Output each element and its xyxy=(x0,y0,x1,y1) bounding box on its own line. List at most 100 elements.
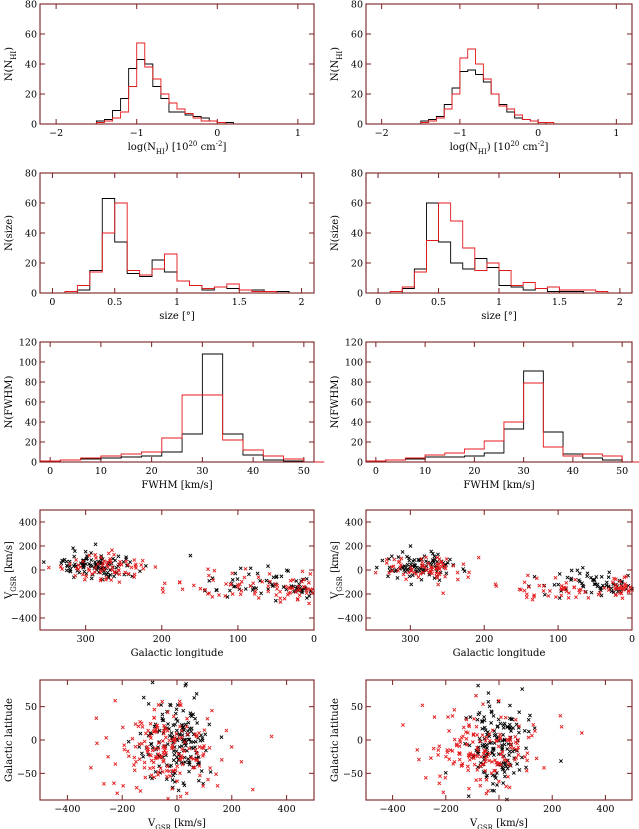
red-point xyxy=(452,707,457,712)
black-point xyxy=(138,731,143,736)
black-point xyxy=(202,588,207,593)
red-histogram xyxy=(365,382,639,463)
red-point xyxy=(93,570,97,575)
x-tick-label: 20 xyxy=(468,466,480,477)
red-point xyxy=(419,556,424,561)
x-tick-label: 10 xyxy=(95,466,107,477)
red-point xyxy=(418,571,423,576)
red-point xyxy=(541,584,546,588)
red-point xyxy=(420,564,425,569)
red-point xyxy=(523,754,527,759)
black-point xyxy=(199,769,204,773)
red-point xyxy=(178,724,182,729)
red-point xyxy=(464,742,469,747)
black-point xyxy=(396,555,401,559)
red-point xyxy=(579,731,584,735)
red-point xyxy=(243,566,248,571)
red-point xyxy=(515,748,520,752)
x-tick-label: 0 xyxy=(535,128,541,139)
red-point xyxy=(614,592,619,597)
red-point xyxy=(198,773,202,778)
black-point xyxy=(108,572,113,577)
black-point xyxy=(203,732,208,737)
black-point xyxy=(495,783,499,787)
x-axis-label: log(NHI) [1020 cm-2] xyxy=(450,140,549,156)
red-point xyxy=(80,572,85,577)
red-point xyxy=(508,737,513,742)
black-point xyxy=(509,729,513,733)
red-point xyxy=(174,731,179,736)
black-point xyxy=(89,576,94,581)
x-tick-label: 300 xyxy=(77,634,95,645)
black-point xyxy=(93,542,98,547)
red-point xyxy=(153,729,158,734)
red-point xyxy=(457,757,462,762)
black-point xyxy=(102,571,106,576)
black-point xyxy=(517,730,521,735)
black-point xyxy=(89,550,94,555)
red-point xyxy=(205,591,210,596)
x-tick-label: 2 xyxy=(617,297,623,308)
red-point xyxy=(142,760,147,765)
red-point xyxy=(495,738,500,743)
black-point xyxy=(585,571,590,576)
red-point xyxy=(626,588,631,593)
black-point xyxy=(585,574,590,579)
black-point xyxy=(524,765,528,770)
black-point xyxy=(542,592,547,597)
red-point xyxy=(215,783,220,788)
red-point xyxy=(189,756,193,761)
red-point xyxy=(304,588,309,593)
black-point xyxy=(227,588,232,593)
red-point xyxy=(441,562,446,567)
black-point xyxy=(160,712,165,717)
red-point xyxy=(526,735,531,740)
red-point xyxy=(559,583,564,588)
x-tick-label: 30 xyxy=(196,466,208,477)
black-point xyxy=(559,759,563,764)
red-point xyxy=(513,734,518,739)
black-point xyxy=(173,711,178,716)
red-point xyxy=(275,586,279,591)
red-point xyxy=(511,746,516,751)
red-histogram xyxy=(39,394,325,463)
black-point xyxy=(505,766,510,771)
red-point xyxy=(428,568,432,573)
red-point xyxy=(163,746,168,750)
red-point xyxy=(125,749,130,754)
red-point xyxy=(160,586,165,591)
red-point xyxy=(252,592,257,596)
x-axis-label: Galactic longitude xyxy=(131,648,224,659)
x-tick-label: 400 xyxy=(278,804,296,815)
red-point xyxy=(156,741,161,745)
x-tick-label: −400 xyxy=(54,804,80,815)
red-point xyxy=(96,562,101,567)
red-point xyxy=(180,756,185,760)
red-point xyxy=(105,562,109,567)
black-point xyxy=(532,574,537,579)
red-point xyxy=(614,586,619,591)
black-point xyxy=(482,736,487,741)
y-axis-label: N(NHI) xyxy=(4,47,18,81)
red-point xyxy=(129,565,134,570)
red-point xyxy=(626,589,631,594)
black-point xyxy=(505,724,509,729)
red-point xyxy=(479,754,483,759)
red-point xyxy=(506,774,510,779)
y-tick-label: 20 xyxy=(351,438,363,449)
red-point xyxy=(483,768,488,773)
red-point xyxy=(99,568,103,573)
black-point xyxy=(524,746,529,751)
red-histogram xyxy=(64,202,314,294)
black-point xyxy=(225,594,230,599)
black-point xyxy=(172,752,177,757)
black-point xyxy=(255,571,260,576)
black-point xyxy=(208,770,213,774)
y-tick-label: 0 xyxy=(31,736,37,747)
red-point xyxy=(493,758,498,763)
y-tick-label: 60 xyxy=(25,398,37,409)
black-point xyxy=(170,734,175,739)
red-point xyxy=(478,783,483,788)
red-point xyxy=(112,552,116,557)
black-point xyxy=(238,566,243,571)
